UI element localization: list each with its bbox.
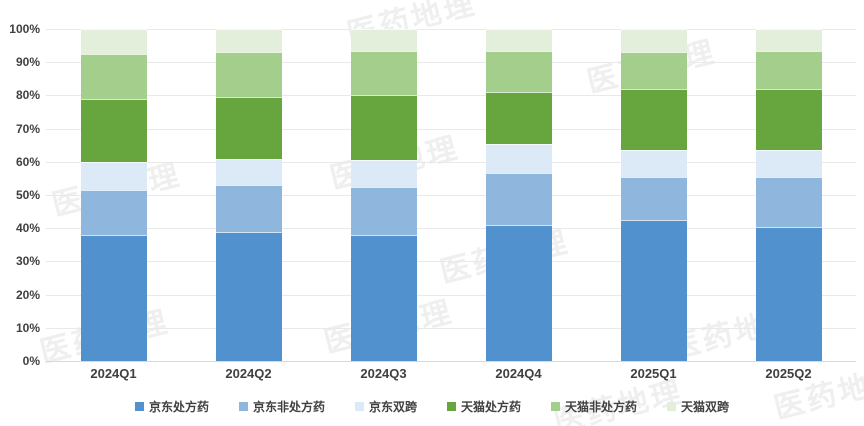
- legend-item: 天猫双跨: [667, 398, 729, 415]
- y-tick-label: 50%: [15, 188, 40, 202]
- gridline: [46, 195, 856, 196]
- bar-segment: [755, 29, 822, 51]
- bar-segment: [215, 97, 282, 159]
- gridline: [46, 327, 856, 329]
- bar-segment: [350, 29, 417, 51]
- legend-item: 天猫非处方药: [551, 398, 637, 415]
- legend-marker-icon: [447, 402, 456, 411]
- bar-segment: [485, 50, 552, 93]
- bar-segment: [215, 231, 282, 361]
- bar-segment: [350, 186, 417, 235]
- watermark-text: 医药地理: [770, 361, 864, 426]
- bar-segment: [755, 88, 822, 151]
- legend-marker-icon: [354, 402, 364, 411]
- x-tick-label: 2024Q2: [225, 366, 272, 381]
- legend-label: 京东双跨: [368, 400, 417, 414]
- stacked-bar-2024Q2: [215, 29, 282, 361]
- bar-segment: [80, 190, 147, 235]
- bar-segment: [485, 173, 552, 225]
- bar-segment: [350, 234, 417, 361]
- stacked-bar-2024Q3: [350, 29, 417, 361]
- bar-segment: [485, 224, 552, 361]
- y-tick-label: 40%: [15, 221, 40, 236]
- bar-segment: [215, 185, 282, 232]
- y-tick-label: 70%: [15, 121, 40, 136]
- bar-segment: [80, 98, 147, 162]
- y-tick-label: 60%: [15, 154, 40, 169]
- legend-item: 京东双跨: [354, 398, 417, 415]
- stacked-bar-2025Q2: [755, 29, 822, 361]
- legend-label: 京东处方药: [148, 400, 209, 414]
- bar-segment: [755, 50, 822, 89]
- bar-segment: [215, 158, 282, 186]
- gridline: [46, 361, 856, 362]
- legend-marker-icon: [134, 402, 144, 411]
- legend-marker-icon: [238, 402, 248, 411]
- bar-segment: [755, 150, 822, 177]
- legend-label: 天猫双跨: [681, 400, 730, 414]
- stacked-bar-2024Q4: [485, 29, 552, 361]
- bar-segment: [620, 219, 687, 361]
- bar-segment: [485, 143, 552, 174]
- bar-series: [46, 29, 856, 361]
- bar-segment: [620, 88, 687, 151]
- x-tick-label: 2024Q1: [90, 366, 137, 381]
- gridline: [46, 62, 856, 64]
- y-tick-label: 30%: [15, 254, 40, 269]
- legend-item: 京东处方药: [134, 398, 209, 415]
- gridline: [46, 161, 856, 163]
- plot-area: [46, 29, 856, 362]
- bar-segment: [350, 160, 417, 187]
- gridline: [46, 128, 856, 130]
- legend: 京东处方药 京东非处方药 京东双跨 天猫处方药 天猫非处方药 天猫双跨: [0, 398, 864, 415]
- y-tick-label: 100%: [9, 22, 40, 36]
- x-tick-label: 2025Q2: [765, 366, 812, 381]
- legend-label: 京东非处方药: [252, 400, 325, 414]
- bar-segment: [755, 176, 822, 227]
- stacked-bar-2025Q1: [620, 29, 687, 361]
- bar-segment: [80, 53, 147, 99]
- gridline: [46, 261, 856, 263]
- x-tick-label: 2025Q1: [630, 366, 677, 381]
- legend-label: 天猫处方药: [461, 400, 522, 414]
- y-tick-label: 90%: [15, 55, 40, 70]
- x-tick-label: 2024Q4: [495, 366, 542, 381]
- y-tick-label: 20%: [15, 287, 40, 302]
- gridline: [46, 29, 856, 30]
- bar-segment: [350, 95, 417, 161]
- bar-segment: [755, 226, 822, 361]
- bar-segment: [350, 50, 417, 96]
- x-tick-label: 2024Q3: [360, 366, 407, 381]
- bar-segment: [620, 52, 687, 89]
- gridline: [46, 294, 856, 296]
- y-tick-label: 0%: [22, 354, 40, 368]
- gridline: [46, 95, 856, 97]
- bar-segment: [485, 92, 552, 144]
- y-tick-label: 80%: [15, 88, 40, 103]
- y-tick-label: 10%: [15, 320, 40, 335]
- gridline: [46, 228, 856, 230]
- legend-item: 天猫处方药: [447, 398, 521, 415]
- bar-segment: [215, 29, 282, 53]
- legend-label: 天猫非处方药: [565, 400, 638, 414]
- legend-marker-icon: [667, 402, 677, 411]
- bar-segment: [485, 29, 552, 51]
- bar-segment: [620, 150, 687, 177]
- legend-item: 京东非处方药: [238, 398, 325, 415]
- bar-segment: [620, 176, 687, 220]
- bar-segment: [620, 29, 687, 53]
- bar-segment: [80, 29, 147, 54]
- bar-segment: [80, 234, 147, 361]
- bar-segment: [215, 52, 282, 98]
- x-axis: 2024Q1 2024Q2 2024Q3 2024Q4 2025Q1 2025Q2: [46, 366, 856, 381]
- stacked-bar-2024Q1: [80, 29, 147, 361]
- legend-marker-icon: [551, 402, 561, 411]
- bar-segment: [80, 161, 147, 191]
